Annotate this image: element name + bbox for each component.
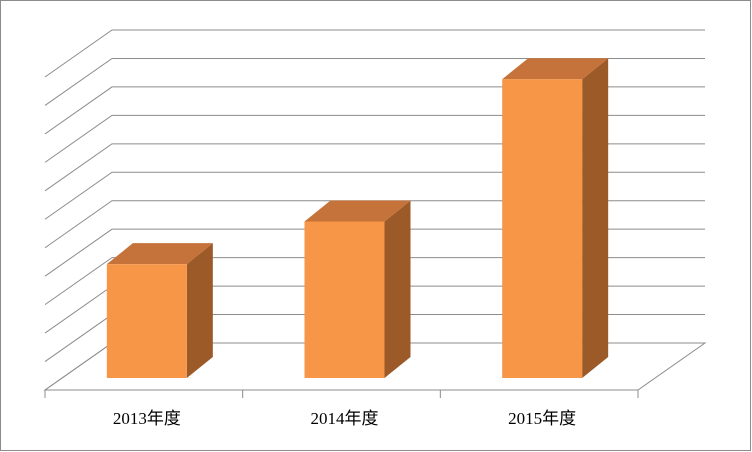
bar-front [106,264,187,378]
x-tick-label: 2015年度 [508,409,576,428]
x-tick-label: 2014年度 [311,409,379,428]
bar-side [384,200,411,378]
bar-front [502,79,583,379]
bar-top [304,200,411,222]
bar-front [304,221,385,378]
bar [502,58,609,379]
bar-top [502,58,609,80]
bar [304,200,411,378]
bar-side [186,243,213,378]
bar [106,243,213,378]
bar-top [106,243,213,265]
grid-line [44,29,705,78]
x-tick-label: 2013年度 [113,409,181,428]
grid-line [44,57,705,106]
bar-side [582,58,609,379]
